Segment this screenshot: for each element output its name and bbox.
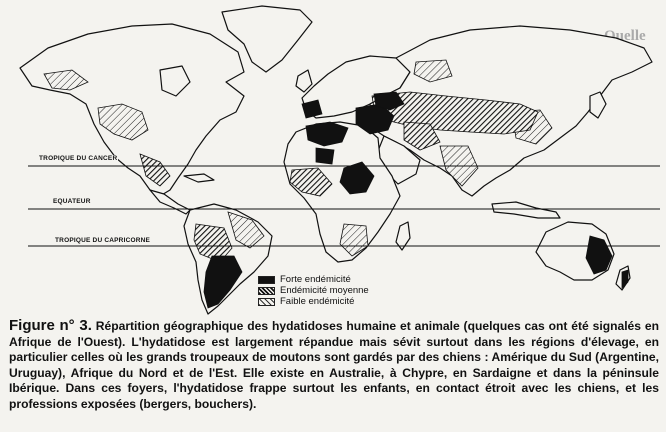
legend-high: Forte endémicité — [258, 274, 369, 285]
low-endemic-siberia — [413, 59, 453, 83]
high-endemic-east-africa — [339, 161, 375, 195]
medium-endemic-iran — [403, 121, 441, 151]
high-endemic-australia — [585, 235, 613, 275]
low-endemic-brazil — [227, 211, 265, 249]
high-endemic-southern-south-america — [203, 255, 243, 309]
low-endemic-canada — [43, 69, 89, 91]
legend-medium: Endémicité moyenne — [258, 285, 369, 296]
medium-endemic-mexico — [139, 153, 171, 187]
legend-swatch-medium — [258, 286, 275, 295]
caribbean-islands — [183, 173, 215, 183]
high-endemic-iberia — [301, 99, 323, 119]
british-isles — [295, 69, 313, 93]
greenland — [221, 5, 313, 73]
figure-caption: Figure n° 3. Répartition géographique de… — [9, 318, 659, 413]
legend-swatch-high — [258, 275, 275, 284]
central-america — [149, 189, 191, 215]
japan — [589, 91, 607, 119]
high-endemic-north-africa — [305, 121, 349, 147]
world-map-figure — [19, 5, 660, 315]
legend-label-medium: Endémicité moyenne — [280, 285, 369, 296]
hudson-bay — [159, 65, 191, 97]
madagascar — [395, 221, 411, 251]
high-endemic-new-zealand — [621, 269, 629, 289]
figure-number: Figure n° 3. — [9, 317, 92, 334]
high-endemic-turkey — [373, 91, 405, 111]
tropic-capricorn-label: TROPIQUE DU CAPRICORNE — [54, 237, 152, 244]
legend-label-low: Faible endémicité — [280, 296, 355, 307]
medium-endemic-west-africa — [289, 167, 333, 197]
indonesia — [491, 201, 561, 219]
low-endemic-north-america — [97, 103, 149, 141]
map-legend: Forte endémicité Endémicité moyenne Faib… — [258, 274, 369, 307]
legend-swatch-low — [258, 297, 275, 306]
world-map — [19, 5, 660, 315]
low-endemic-east-africa — [339, 223, 369, 257]
high-endemic-sahel — [315, 147, 335, 165]
legend-low: Faible endémicité — [258, 296, 369, 307]
legend-label-high: Forte endémicité — [280, 274, 351, 285]
tropic-cancer-label: TROPIQUE DU CANCER — [38, 155, 119, 162]
equator-label: EQUATEUR — [52, 198, 92, 205]
caption-text: Répartition géographique des hydatidoses… — [9, 319, 659, 411]
